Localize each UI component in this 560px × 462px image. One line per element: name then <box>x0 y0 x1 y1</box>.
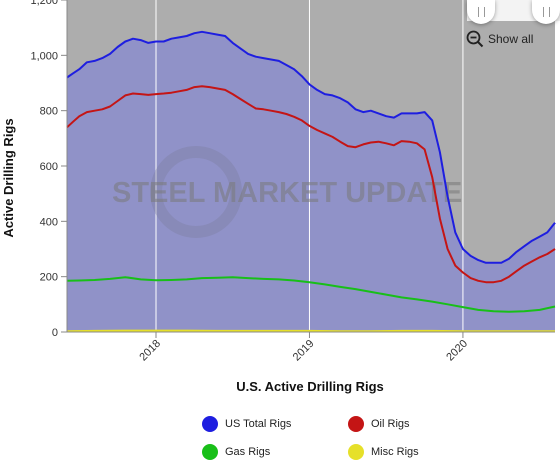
y-tick-label: 800 <box>40 106 58 118</box>
zoom-out-icon <box>466 30 484 48</box>
y-axis-title: Active Drilling Rigs <box>1 118 16 237</box>
x-axis-title: U.S. Active Drilling Rigs <box>236 379 384 394</box>
watermark-logo-ring <box>150 146 242 238</box>
legend-item-oil-rigs[interactable]: Oil Rigs <box>348 416 410 432</box>
watermark: STEEL MARKET UPDATE <box>112 146 462 238</box>
y-tick-label: 1,200 <box>30 0 58 7</box>
y-tick-label: 200 <box>40 272 58 284</box>
x-tick-label: 2018 <box>137 338 163 364</box>
legend-item-us-total-rigs[interactable]: US Total Rigs <box>202 416 291 432</box>
watermark-text: STEEL MARKET UPDATE <box>112 177 462 209</box>
area-layer <box>67 31 555 333</box>
legend-item-misc-rigs[interactable]: Misc Rigs <box>348 444 419 460</box>
range-handle-right[interactable] <box>532 0 560 24</box>
legend-swatch <box>202 444 218 460</box>
legend-label: Oil Rigs <box>371 418 410 430</box>
gridlines <box>155 0 464 332</box>
legend-swatch <box>348 416 364 432</box>
show-all-label: Show all <box>488 32 534 46</box>
y-tick-label: 400 <box>40 216 58 228</box>
legend-swatch <box>202 416 218 432</box>
series-line-misc-rigs <box>66 329 555 333</box>
grip-icon <box>477 7 485 17</box>
series-line-us-total-rigs <box>66 30 556 264</box>
show-all-button[interactable]: Show all <box>466 30 533 48</box>
legend-item-gas-rigs[interactable]: Gas Rigs <box>202 444 270 460</box>
legend-label: US Total Rigs <box>225 418 292 430</box>
legend-label: Misc Rigs <box>371 446 419 458</box>
legend-label: Gas Rigs <box>225 446 271 458</box>
area-fill <box>67 31 555 333</box>
y-tick-label: 0 <box>52 327 58 339</box>
x-tick-label: 2020 <box>444 338 470 364</box>
range-handle-left[interactable] <box>467 0 495 24</box>
series-line-oil-rigs <box>66 85 556 284</box>
series-lines <box>66 30 556 333</box>
x-tick-label: 2019 <box>291 338 317 364</box>
y-tick-label: 1,000 <box>30 50 58 62</box>
y-tick-label: 600 <box>40 161 58 173</box>
legend-swatch <box>348 444 364 460</box>
grip-icon <box>542 7 550 17</box>
series-line-gas-rigs <box>66 276 556 313</box>
